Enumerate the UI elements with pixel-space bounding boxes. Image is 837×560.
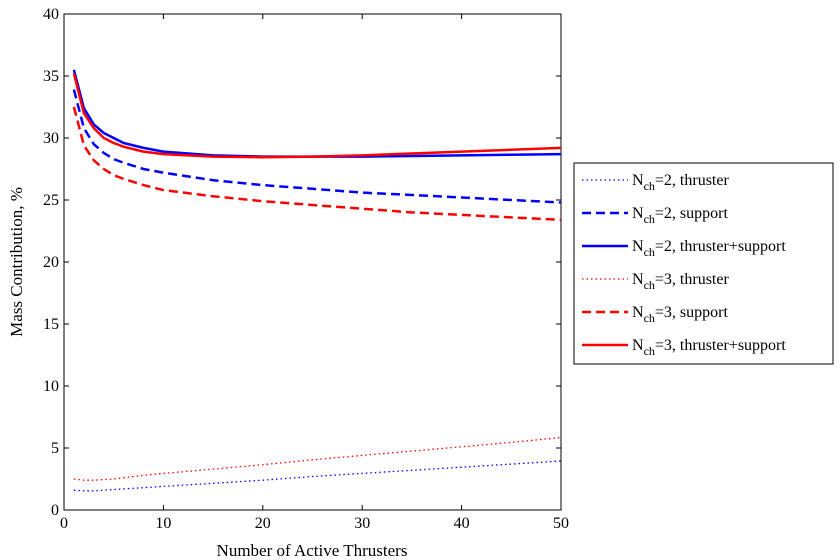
x-tick-label: 10	[155, 515, 171, 532]
legend-subscript: ch	[644, 344, 655, 358]
series-line-5	[72, 106, 562, 222]
y-tick-label: 30	[43, 130, 59, 147]
legend-entry-1: Nch=2, thruster	[632, 172, 729, 193]
legend-entry-2: Nch=2, support	[632, 205, 728, 226]
legend-main: N	[632, 304, 644, 321]
series-line-6	[72, 73, 562, 159]
x-tick-label: 30	[354, 515, 370, 532]
legend-box	[573, 162, 834, 365]
series-line-2	[72, 89, 562, 204]
legend-rest: =3, thruster	[655, 271, 730, 288]
series-layer	[72, 69, 562, 492]
legend-entry-6: Nch=3, thruster+support	[632, 337, 786, 358]
y-tick-label: 15	[43, 316, 59, 333]
y-tick-label: 25	[43, 192, 59, 209]
legend-main: N	[632, 271, 644, 288]
x-tick-label: 0	[60, 515, 68, 532]
y-tick-label: 10	[43, 378, 59, 395]
x-axis-label: Number of Active Thrusters	[217, 541, 408, 560]
plot-area	[63, 13, 562, 511]
y-tick-label: 0	[51, 502, 59, 519]
legend-subscript: ch	[644, 278, 655, 292]
y-tick-label: 20	[43, 254, 59, 271]
legend-subscript: ch	[644, 311, 655, 325]
x-tick-label: 20	[255, 515, 271, 532]
legend-main: N	[632, 205, 644, 222]
legend-rest: =2, thruster	[655, 172, 730, 189]
x-tick-label: 50	[553, 515, 569, 532]
legend-main: N	[632, 238, 644, 255]
y-axis: 0 5 10 15 20 25 30 35 40	[43, 6, 561, 519]
x-tick-label: 40	[454, 515, 470, 532]
legend-rest: =3, support	[655, 304, 729, 321]
legend-subscript: ch	[644, 212, 655, 226]
y-axis-label: Mass Contribution, %	[7, 187, 26, 337]
legend-entry-4: Nch=3, thruster	[632, 271, 729, 292]
legend-subscript: ch	[644, 179, 655, 193]
x-axis: 0 10 20 30 40 50	[60, 14, 569, 532]
legend-main: N	[632, 337, 644, 354]
legend-entry-3: Nch=2, thruster+support	[632, 238, 786, 259]
legend-subscript: ch	[644, 245, 655, 259]
legend-rest: =3, thruster+support	[655, 337, 786, 354]
legend-rest: =2, thruster+support	[655, 238, 786, 255]
legend-rest: =2, support	[655, 205, 729, 222]
y-tick-label: 5	[51, 440, 59, 457]
legend-entry-5: Nch=3, support	[632, 304, 728, 325]
y-tick-label: 40	[43, 6, 59, 23]
y-tick-label: 35	[43, 68, 59, 85]
series-line-3	[72, 69, 562, 158]
legend-main: N	[632, 172, 644, 189]
